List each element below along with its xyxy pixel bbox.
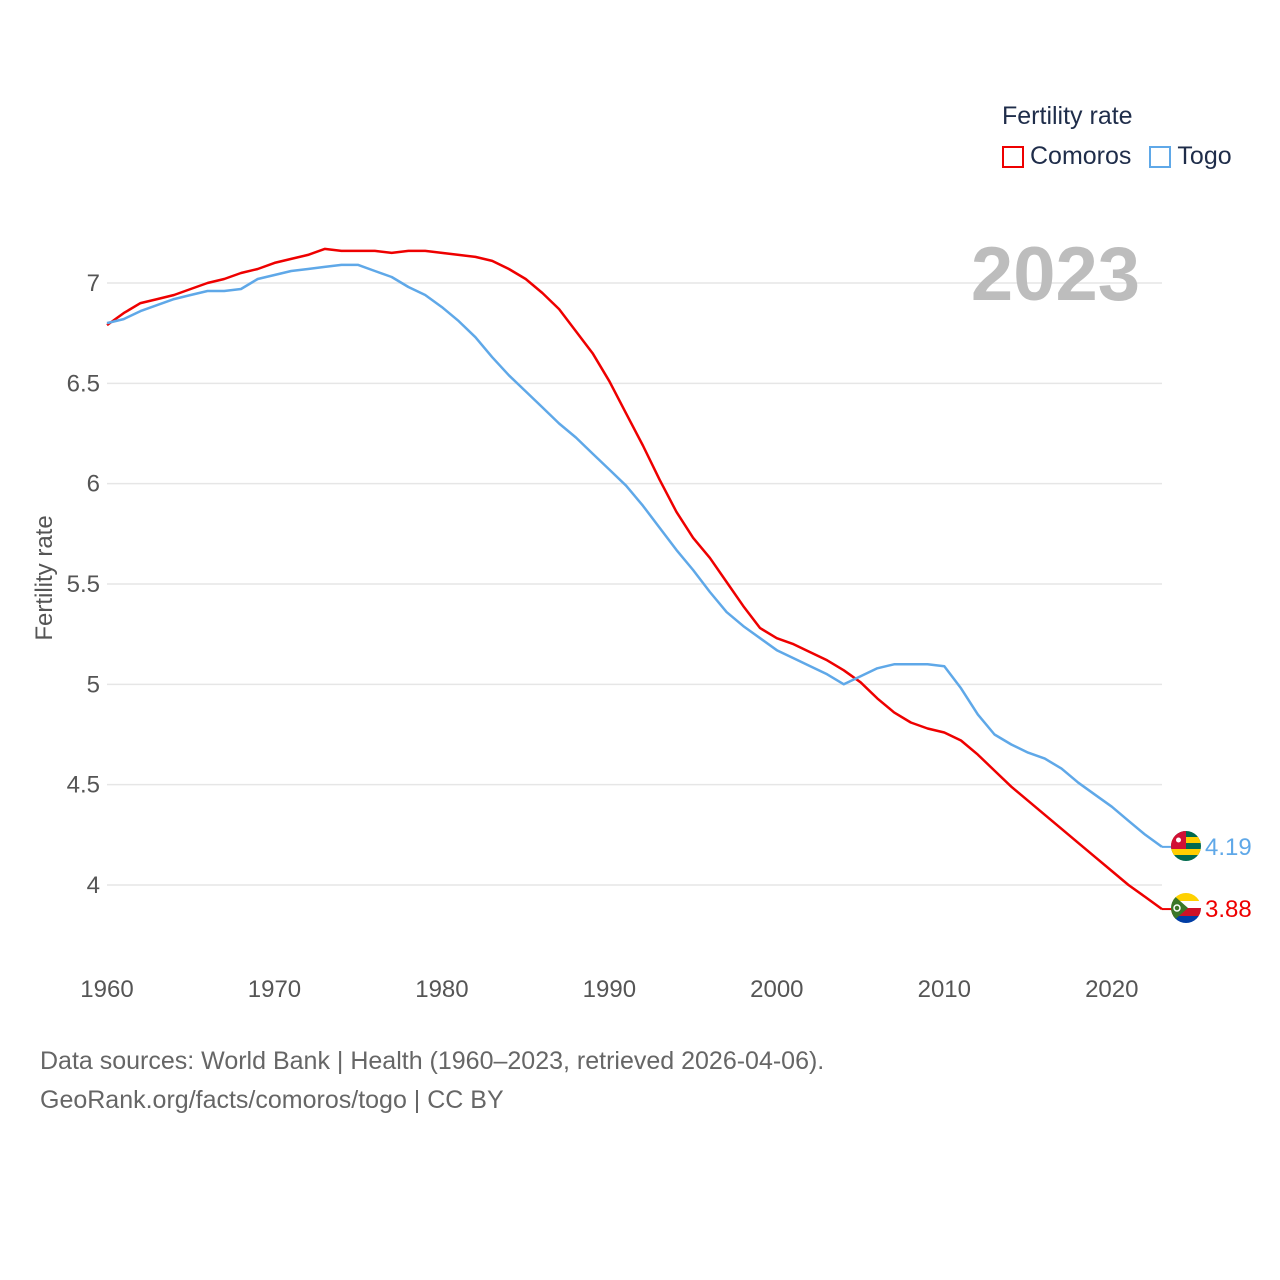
y-tick-label: 5 xyxy=(87,671,100,698)
x-tick-label: 1980 xyxy=(415,976,468,1003)
footer-sources: Data sources: World Bank | Health (1960–… xyxy=(40,1047,825,1075)
x-tick-label: 1990 xyxy=(583,976,636,1003)
x-tick-label: 2000 xyxy=(750,976,803,1003)
x-tick-label: 1960 xyxy=(80,976,133,1003)
legend-item-togo[interactable]: Togo xyxy=(1149,142,1232,171)
x-tick-label: 2020 xyxy=(1085,976,1138,1003)
togo-flag-icon xyxy=(1171,831,1201,861)
y-tick-label: 5.5 xyxy=(67,571,100,598)
y-tick-label: 4 xyxy=(87,872,100,899)
legend: Fertility rate Comoros Togo xyxy=(1002,100,1232,171)
y-tick-label: 6 xyxy=(87,471,100,498)
footer: Data sources: World Bank | Health (1960–… xyxy=(40,1042,824,1120)
end-markers xyxy=(1171,831,1201,923)
y-tick-label: 6.5 xyxy=(67,370,100,397)
legend-title: Fertility rate xyxy=(1002,102,1133,130)
legend-swatch-togo xyxy=(1149,145,1172,168)
y-tick-label: 4.5 xyxy=(67,772,100,799)
end-label-comoros: 3.88 xyxy=(1205,896,1252,923)
series-line-togo xyxy=(106,263,1163,848)
series-lines xyxy=(106,247,1172,911)
legend-items: Comoros Togo xyxy=(1002,142,1232,171)
legend-label-comoros: Comoros xyxy=(1030,142,1132,170)
x-tick-label: 1970 xyxy=(248,976,301,1003)
series-line-comoros xyxy=(106,247,1163,911)
legend-item-comoros[interactable]: Comoros xyxy=(1002,142,1131,171)
grid-lines xyxy=(107,282,1162,886)
y-tick-label: 7 xyxy=(87,270,100,297)
x-axis-ticks: 1960 1970 1980 1990 2000 2010 2020 xyxy=(80,976,1138,1003)
end-value-labels: 3.88 4.19 xyxy=(1205,834,1252,923)
y-axis-ticks: 4 4.5 5 5.5 6 6.5 7 xyxy=(67,270,100,899)
legend-label-togo: Togo xyxy=(1177,142,1232,170)
y-axis-title: Fertility rate xyxy=(31,515,58,640)
footer-attribution: GeoRank.org/facts/comoros/togo | CC BY xyxy=(40,1086,504,1114)
end-label-togo: 4.19 xyxy=(1205,834,1252,861)
comoros-flag-icon xyxy=(1171,893,1201,923)
x-tick-label: 2010 xyxy=(918,976,971,1003)
current-year-label: 2023 xyxy=(971,232,1140,317)
legend-swatch-comoros xyxy=(1002,145,1024,168)
